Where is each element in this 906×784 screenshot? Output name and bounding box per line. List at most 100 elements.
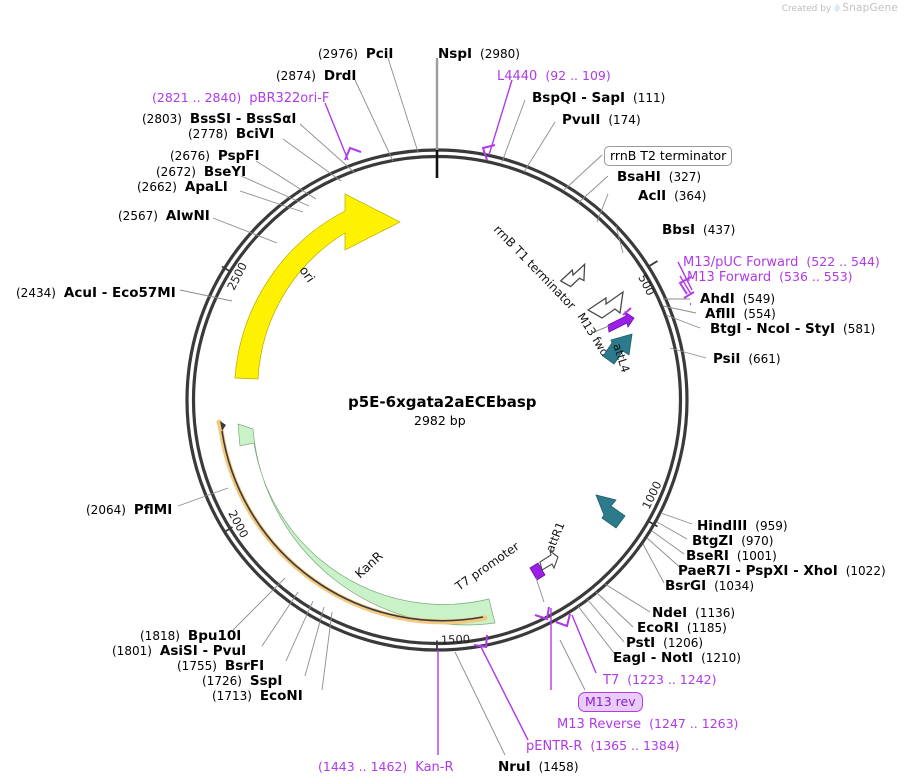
restriction-label-econi[interactable]: (1713) EcoNI [212, 687, 303, 704]
bseri-position: (1001) [736, 549, 777, 563]
bpu10i-position: (1818) [140, 629, 180, 643]
restriction-label-bpu10i[interactable]: (1818) Bpu10I [140, 627, 241, 644]
bsahi-position: (327) [668, 170, 702, 184]
watermark-created-by: Created by [781, 4, 832, 14]
bsrfi-position: (1755) [177, 659, 217, 673]
restriction-label-acli[interactable]: AclI (364) [638, 187, 706, 204]
aflii-name: AflII [705, 306, 736, 322]
bsahi-name: BsaHI [617, 169, 661, 185]
pcii-position: (2976) [318, 47, 358, 61]
bspqi-name: BspQI - SapI [532, 90, 626, 106]
restriction-label-bsahi[interactable]: BsaHI (327) [617, 168, 701, 185]
restriction-label-psti[interactable]: PstI (1206) [626, 634, 703, 651]
asisi-name: AsiSI - PvuI [159, 643, 247, 659]
restriction-label-bseyi[interactable]: (2672) BseYI [156, 163, 246, 180]
restriction-label-ecori[interactable]: EcoRI (1185) [637, 619, 727, 636]
m13-forward-position: (536 .. 553) [779, 269, 853, 284]
primer-label-pbr322ori-f[interactable]: (2821 .. 2840) pBR322ori-F [152, 89, 329, 105]
restriction-label-eagi-noti[interactable]: EagI - NotI (1210) [613, 649, 741, 666]
primer-label-t7[interactable]: T7 (1223 .. 1242) [603, 671, 717, 687]
restriction-label-pflmi[interactable]: (2064) PflMI [86, 501, 172, 518]
primer-label-kan-r[interactable]: (1443 .. 1462) Kan-R [318, 758, 454, 774]
bsrgi-name: BsrGI [665, 578, 707, 594]
restriction-label-nrui[interactable]: NruI (1458) [498, 758, 579, 775]
restriction-label-bsrgi[interactable]: BsrGI (1034) [665, 577, 754, 594]
snapgene-logo-icon [834, 3, 841, 12]
bpu10i-name: Bpu10I [187, 628, 242, 644]
feature-rrnb-t1-terminator[interactable]: rrnB T1 terminator [491, 222, 624, 319]
feature-label-rrnb-t2-terminator[interactable]: rrnB T2 terminator [604, 146, 733, 166]
restriction-label-sspi[interactable]: (1726) SspI [202, 672, 282, 689]
pvuii-position: (174) [608, 113, 641, 127]
restriction-label-aflii[interactable]: AflII (554) [705, 305, 776, 322]
m13-reverse-position: (1247 .. 1263) [649, 716, 739, 731]
pbr322ori-f-name: pBR322ori-F [249, 91, 330, 106]
restriction-label-paer7i-pspxi-xhoi[interactable]: PaeR7I - PspXI - XhoI (1022) [678, 562, 886, 579]
primer-label-m13-puc-forward[interactable]: M13/pUC Forward (522 .. 544) [683, 253, 880, 269]
restriction-label-bbsi[interactable]: BbsI (437) [662, 221, 735, 238]
btgi-name: BtgI - NcoI - StyI [710, 321, 836, 337]
restriction-label-bcivi[interactable]: (2778) BciVI [188, 125, 274, 142]
eagi-position: (1210) [701, 651, 741, 665]
ndei-name: NdeI [652, 605, 688, 621]
hindiii-position: (959) [755, 519, 788, 533]
apali-position: (2662) [137, 180, 177, 194]
pflmi-position: (2064) [86, 503, 126, 517]
restriction-label-bsssi-bsssai[interactable]: (2803) BssSI - BssSαI [142, 110, 296, 127]
restriction-label-ahdi[interactable]: AhdI (549) [700, 290, 775, 307]
bsrgi-position: (1034) [714, 579, 754, 593]
restriction-label-hindiii[interactable]: HindIII (959) [697, 517, 788, 534]
alwni-name: AlwNI [165, 208, 210, 224]
restriction-label-alwni[interactable]: (2567) AlwNI [118, 207, 210, 224]
acui-name: AcuI - Eco57MI [63, 285, 176, 301]
kan-r-position: (1443 .. 1462) [318, 759, 408, 774]
leader-lines [177, 57, 529, 756]
feature-attl4[interactable]: attL4 [602, 333, 633, 374]
bseyi-name: BseYI [203, 164, 247, 180]
pvuii-name: PvuII [562, 112, 601, 128]
watermark-brand: SnapGene [842, 2, 898, 14]
paer7i-name: PaeR7I - PspXI - XhoI [678, 563, 838, 579]
bsrfi-name: BsrFI [224, 658, 265, 674]
btgzi-name: BtgZI [692, 533, 734, 549]
coordinate-ticks [221, 260, 658, 650]
restriction-label-pspfi[interactable]: (2676) PspFI [170, 147, 260, 164]
snapgene-watermark: Created by SnapGene [782, 2, 898, 14]
restriction-label-asisi-pvui[interactable]: (1801) AsiSI - PvuI [112, 642, 246, 659]
svg-text:attR1: attR1 [543, 520, 568, 554]
m13-forward-name: M13 Forward [687, 270, 772, 285]
plasmid-size: 2982 bp [414, 413, 466, 428]
bcivi-position: (2778) [188, 127, 228, 141]
restriction-label-acui-eco57mi[interactable]: (2434) AcuI - Eco57MI [16, 284, 176, 301]
restriction-label-pcii[interactable]: (2976) PciI [318, 45, 393, 62]
restriction-label-ndei[interactable]: NdeI (1136) [652, 604, 735, 621]
restriction-label-bspqi-sapi[interactable]: BspQI - SapI (111) [532, 89, 665, 106]
asisi-position: (1801) [112, 644, 152, 658]
feature-attr1[interactable]: attR1 [543, 494, 626, 554]
ndei-position: (1136) [695, 606, 736, 620]
primer-label-m13-reverse[interactable]: M13 Reverse (1247 .. 1263) [557, 715, 738, 731]
acui-position: (2434) [16, 286, 56, 300]
restriction-label-drdi[interactable]: (2874) DrdI [276, 67, 356, 84]
restriction-label-btgi-ncoi-styi[interactable]: BtgI - NcoI - StyI (581) [710, 320, 875, 337]
restriction-label-bsrfi[interactable]: (1755) BsrFI [177, 657, 264, 674]
restriction-label-pvuii[interactable]: PvuII (174) [562, 111, 641, 128]
sspi-position: (1726) [202, 674, 242, 688]
svg-text:KanR: KanR [352, 548, 386, 581]
restriction-label-bseri[interactable]: BseRI (1001) [686, 547, 777, 564]
psti-name: PstI [626, 635, 656, 651]
restriction-label-apali[interactable]: (2662) ApaLI [137, 178, 228, 195]
restriction-label-psii[interactable]: PsiI (661) [713, 350, 781, 367]
feature-kanr[interactable]: KanR [216, 419, 496, 626]
primer-label-m13-forward[interactable]: M13 Forward (536 .. 553) [687, 268, 853, 284]
feature-label-m13-rev[interactable]: M13 rev [578, 692, 643, 712]
primer-label-pentr-r[interactable]: pENTR-R (1365 .. 1384) [526, 737, 680, 753]
primer-label-l4440[interactable]: L4440 (92 .. 109) [497, 67, 611, 83]
restriction-label-btgzi[interactable]: BtgZI (970) [692, 532, 774, 549]
nspi-name: NspI [438, 46, 473, 62]
drdi-position: (2874) [276, 69, 316, 83]
restriction-label-nspi[interactable]: NspI (2980) [438, 45, 520, 62]
svg-text:1500: 1500 [441, 632, 471, 647]
ecori-position: (1185) [686, 621, 727, 635]
